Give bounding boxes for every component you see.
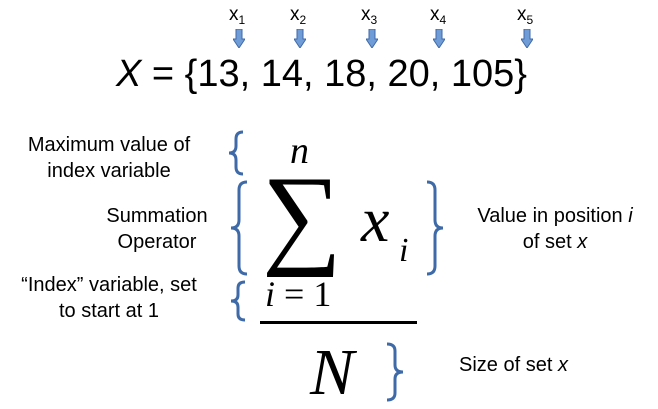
brace-value — [426, 180, 444, 276]
upper-limit: n — [290, 130, 309, 172]
annotation-max-index: Maximum value of index variable — [27, 134, 191, 182]
annotation-size-of-set: Size of set x — [459, 354, 568, 376]
label-x4: x4 — [430, 4, 447, 27]
set-values: = {13, 14, 18, 20, 105} — [141, 53, 527, 95]
brace-index — [230, 280, 246, 322]
annotation-summation-operator: Summation Operator — [106, 205, 208, 253]
summation-symbol: ∑ — [262, 154, 342, 278]
set-variable: X — [116, 53, 142, 95]
down-arrow-icon — [294, 29, 306, 48]
denominator: N — [310, 336, 355, 409]
fraction-bar — [260, 321, 417, 324]
down-arrow-icon — [521, 29, 533, 48]
label-x1: x1 — [229, 4, 246, 27]
label-x3: x3 — [361, 4, 378, 27]
down-arrow-icon — [233, 29, 245, 48]
label-x5: x5 — [517, 4, 534, 27]
brace-summation — [230, 180, 248, 276]
term-x: x — [361, 184, 390, 255]
brace-max-index — [228, 130, 244, 176]
down-arrow-icon — [366, 29, 378, 48]
brace-size — [386, 342, 404, 402]
annotation-value-in-position: Value in position i of set x — [477, 205, 633, 253]
label-x2: x2 — [290, 4, 307, 27]
index-start: i = 1 — [265, 274, 332, 314]
term-subscript: i — [399, 232, 409, 269]
down-arrow-icon — [433, 29, 445, 48]
set-definition: X = {13, 14, 18, 20, 105} — [116, 54, 527, 94]
annotation-index-variable: “Index” variable, set to start at 1 — [21, 274, 197, 322]
